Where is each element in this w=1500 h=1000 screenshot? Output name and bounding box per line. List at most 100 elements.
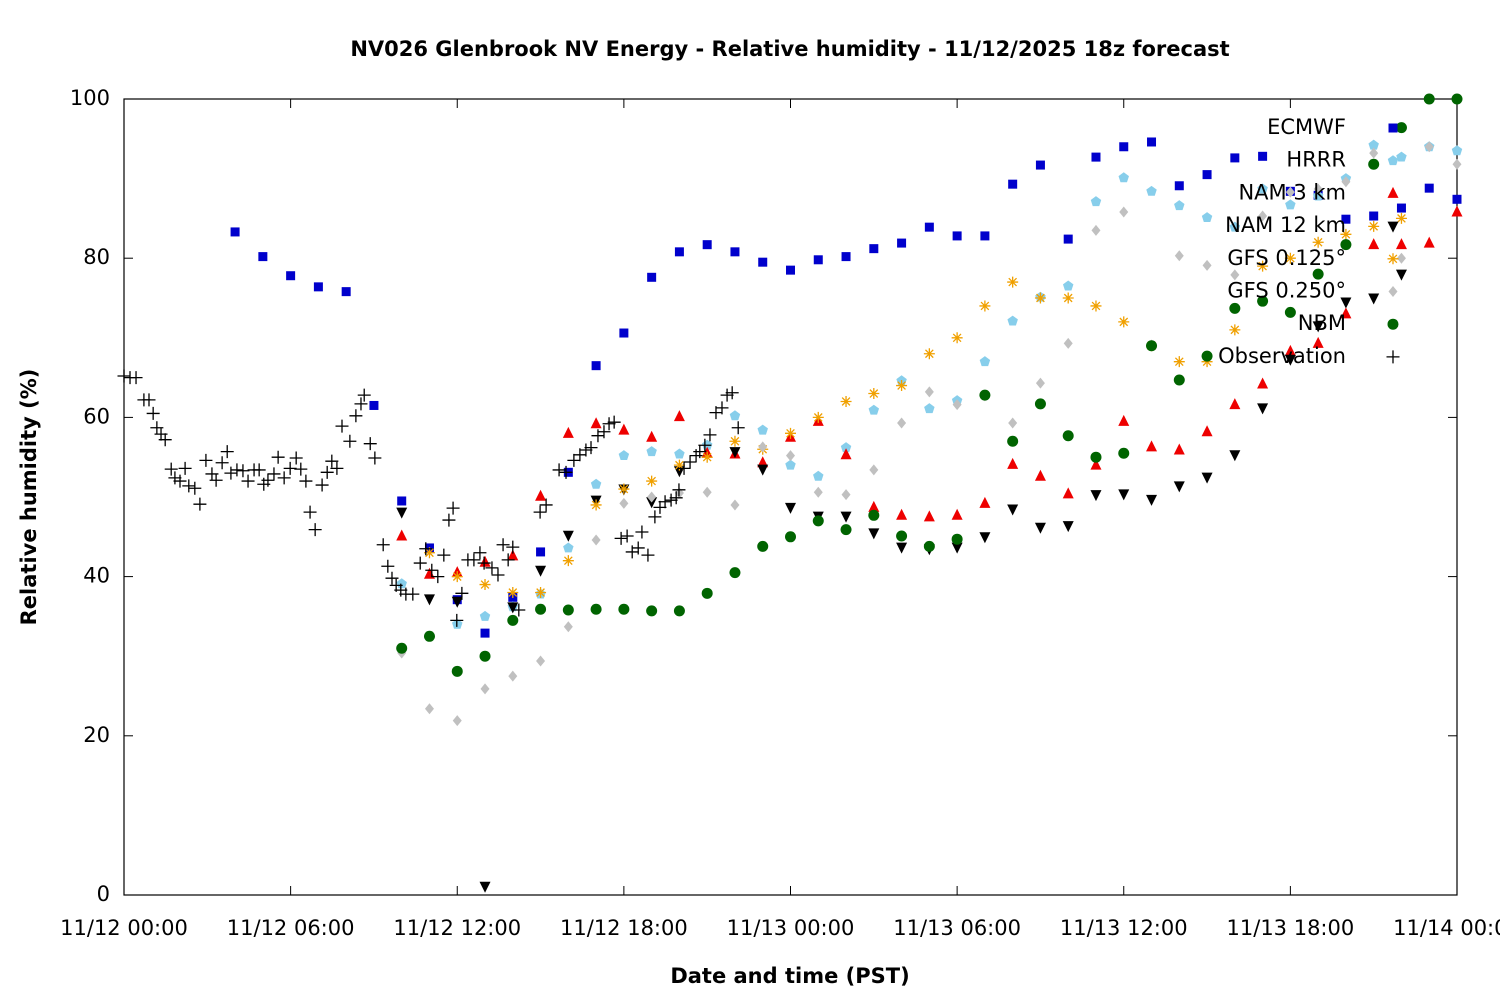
data-point [1396, 203, 1406, 213]
data-point [812, 515, 824, 527]
legend: ECMWF HRRR NAM 3 km NAM 12 km GFS 0.125° GFS … [1218, 115, 1400, 368]
data-point [731, 421, 745, 435]
data-point [1090, 300, 1102, 312]
data-point [924, 386, 934, 398]
legend-swatch [1388, 123, 1398, 133]
data-point [979, 389, 991, 401]
data-point [289, 451, 303, 465]
data-point [1258, 210, 1268, 222]
data-point [283, 461, 297, 475]
data-point [758, 441, 768, 453]
series [396, 93, 1463, 677]
data-point [1229, 302, 1241, 314]
data-point [869, 244, 879, 254]
legend-swatch [1388, 286, 1398, 297]
data-point [473, 546, 487, 560]
data-point [1257, 403, 1269, 415]
legend-label: GFS 0.125° [1227, 246, 1346, 270]
data-point [1201, 212, 1213, 223]
data-point [164, 462, 178, 476]
x-tick-label: 11/12 18:00 [560, 916, 688, 940]
data-point [357, 388, 371, 402]
data-point [451, 665, 463, 677]
data-point [1284, 354, 1296, 366]
data-point [729, 567, 741, 579]
data-point [562, 530, 574, 542]
data-point [1395, 122, 1407, 134]
data-point [730, 247, 740, 257]
data-point [193, 497, 207, 511]
data-point [607, 415, 621, 429]
data-point [869, 464, 879, 476]
data-point [1118, 447, 1130, 459]
data-point [1173, 481, 1185, 493]
data-point [423, 594, 435, 606]
data-point [951, 508, 963, 520]
legend-swatch [1387, 155, 1399, 166]
data-point [951, 533, 963, 545]
data-point [479, 650, 491, 662]
data-point [491, 568, 505, 582]
data-point [508, 670, 518, 682]
data-point [729, 410, 741, 421]
data-point [349, 409, 363, 423]
data-point [757, 456, 769, 468]
data-point [563, 621, 573, 633]
data-point [479, 579, 491, 591]
data-point [1090, 458, 1102, 470]
data-point [562, 604, 574, 616]
data-point [693, 445, 707, 459]
data-point [480, 683, 490, 695]
data-point [1284, 306, 1296, 318]
data-point [1229, 221, 1241, 232]
data-point [1173, 443, 1185, 455]
data-point [330, 461, 344, 475]
data-point [646, 475, 658, 487]
data-point [1451, 93, 1463, 105]
data-point [951, 332, 963, 344]
data-point [1230, 153, 1240, 163]
data-point [496, 538, 510, 552]
data-point [1452, 158, 1462, 170]
data-point [1119, 142, 1129, 152]
data-point [567, 453, 581, 467]
data-point [512, 603, 526, 617]
data-point [757, 424, 768, 435]
data-point [1062, 521, 1074, 533]
data-point [315, 478, 329, 492]
data-point [1369, 211, 1379, 221]
data-point [535, 603, 547, 615]
data-point [294, 462, 308, 476]
data-point [1008, 417, 1018, 429]
data-point [1034, 398, 1046, 410]
data-point [562, 426, 574, 438]
data-point [563, 542, 574, 553]
data-point [951, 542, 963, 554]
legend-label: GFS 0.250° [1227, 279, 1346, 303]
data-point [896, 380, 908, 392]
data-point [674, 247, 684, 257]
data-point [674, 448, 685, 459]
data-point [1174, 200, 1185, 211]
y-tick-label: 0 [97, 882, 110, 906]
data-point [584, 441, 598, 455]
data-point [1285, 186, 1295, 198]
y-tick-label: 60 [83, 404, 110, 428]
data-point [1202, 170, 1212, 180]
legend-label: NAM 3 km [1238, 180, 1346, 204]
data-point [677, 461, 691, 475]
data-point [286, 271, 296, 281]
data-point [1340, 297, 1352, 309]
data-point [591, 534, 601, 546]
data-point [673, 605, 685, 617]
y-tick-label: 100 [70, 86, 110, 110]
data-point [618, 423, 630, 435]
data-point [683, 455, 697, 469]
data-point [477, 556, 491, 570]
data-point [618, 450, 630, 461]
data-point [841, 489, 851, 501]
data-point [758, 257, 768, 267]
data-point [376, 538, 390, 552]
data-point [1090, 490, 1102, 502]
